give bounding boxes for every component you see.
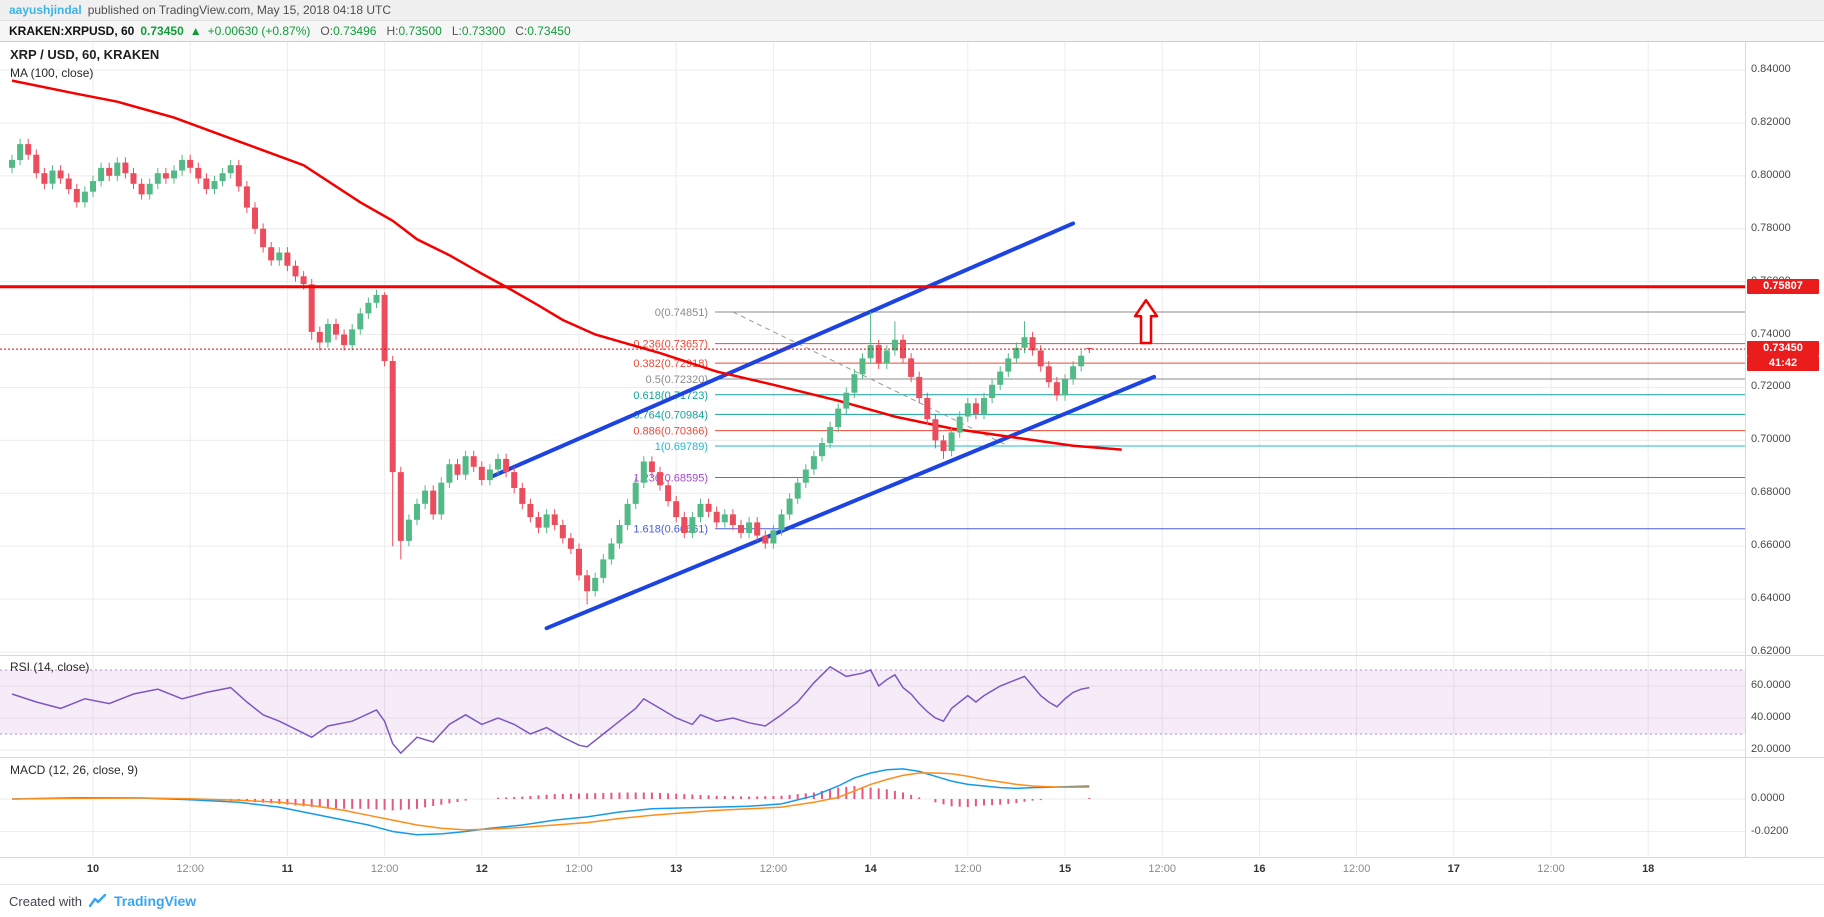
time-label: 12:00 <box>954 863 982 875</box>
time-label: 16 <box>1253 863 1266 875</box>
candlestick-series <box>9 138 1093 605</box>
time-label: 15 <box>1058 863 1072 875</box>
axis-label: 0.68000 <box>1751 486 1791 499</box>
axis-label: 20.0000 <box>1751 743 1791 755</box>
time-axis[interactable]: 10 12:00 11 12:00 12 12:00 13 12:00 14 12:00 15 12:… <box>0 858 1745 883</box>
axis-label: 0.70000 <box>1751 433 1791 446</box>
time-label: 12:00 <box>565 863 593 875</box>
chart-legend: XRP / USD, 60, KRAKEN MA (100, close) <box>10 47 159 80</box>
ohlc-high: H:0.73500 <box>386 24 442 38</box>
axis-label: 0.80000 <box>1751 168 1791 181</box>
time-label: 14 <box>864 863 877 875</box>
price-axis[interactable]: 0.75807 0.73450 41:42 0.84000 0.82000 0.80… <box>1745 42 1824 857</box>
axis-label: 40.0000 <box>1751 711 1791 723</box>
svg-text:0.618(0.71723): 0.618(0.71723) <box>633 390 708 402</box>
publication-bar: aayushjindal published on TradingView.co… <box>0 0 1824 21</box>
time-label: 13 <box>670 863 683 875</box>
axis-label: 0.66000 <box>1751 539 1791 552</box>
axis-label: 0.62000 <box>1751 644 1791 657</box>
price-change: +0.00630 (+0.87%) <box>207 24 311 38</box>
macd-histogram <box>189 786 1091 811</box>
pane-separator[interactable] <box>0 757 1824 758</box>
main-chart-canvas[interactable]: 0(0.74851) 0.236(0.73657) 0.382(0.72918) 0.… <box>0 42 1745 655</box>
macd-grid <box>0 759 1745 856</box>
axis-label: 0.64000 <box>1751 592 1791 605</box>
footer: Created with TradingView <box>0 884 1824 917</box>
axis-label: 0.72000 <box>1751 380 1791 393</box>
axis-label: 0.78000 <box>1751 221 1791 234</box>
time-label: 12:00 <box>759 863 788 875</box>
rsi-pane-canvas[interactable] <box>0 656 1745 756</box>
main-grid <box>0 42 1745 655</box>
ohlc-open: O:0.73496 <box>320 24 377 38</box>
rsi-grid <box>0 656 1745 756</box>
published-text: published on TradingView.com, May 15, 20… <box>87 3 391 17</box>
time-label: 12:00 <box>1342 863 1371 875</box>
candle-countdown: 41:42 <box>1747 356 1819 371</box>
up-arrow-annotation[interactable] <box>1133 298 1159 345</box>
macd-legend[interactable]: MACD (12, 26, close, 9) <box>10 763 139 777</box>
svg-text:0.236(0.73657): 0.236(0.73657) <box>633 339 708 351</box>
svg-text:0.886(0.70366): 0.886(0.70366) <box>633 426 708 438</box>
pane-separator[interactable] <box>0 655 1824 656</box>
time-label: 12:00 <box>176 863 204 875</box>
ohlc-low: L:0.73300 <box>451 24 506 38</box>
ma-legend[interactable]: MA (100, close) <box>10 66 94 80</box>
created-with-text: Created with <box>9 893 82 909</box>
macd-line[interactable] <box>11 768 1090 836</box>
svg-text:0.5(0.72320): 0.5(0.72320) <box>646 374 708 386</box>
svg-text:1(0.69789): 1(0.69789) <box>655 441 708 453</box>
macd-signal-line[interactable] <box>11 772 1090 831</box>
rsi-line[interactable] <box>11 665 1090 755</box>
price-label-last: 0.73450 <box>1747 341 1819 356</box>
axis-label: 0.82000 <box>1751 115 1791 128</box>
time-label: 18 <box>1642 863 1655 875</box>
ma100-line[interactable] <box>11 79 1122 451</box>
svg-text:0.382(0.72918): 0.382(0.72918) <box>633 358 708 370</box>
tradingview-logo[interactable] <box>88 894 107 908</box>
pane-separator <box>0 857 1824 858</box>
axis-label: 0.84000 <box>1751 63 1791 75</box>
rsi-legend[interactable]: RSI (14, close) <box>10 660 90 674</box>
last-price-value: 0.73450 <box>140 24 184 38</box>
axis-label: 0.74000 <box>1751 327 1791 340</box>
svg-text:1.618(0.66661): 1.618(0.66661) <box>633 524 708 536</box>
time-label: 12:00 <box>1148 863 1176 875</box>
time-label: 17 <box>1447 863 1460 875</box>
time-label: 10 <box>86 863 100 875</box>
axis-label: 60.0000 <box>1751 679 1791 691</box>
time-label: 12:00 <box>1537 863 1565 875</box>
axis-label: -0.0200 <box>1751 824 1789 837</box>
svg-text:0(0.74851): 0(0.74851) <box>655 307 708 319</box>
author-link[interactable]: aayushjindal <box>9 3 82 17</box>
svg-text:0.764(0.70984): 0.764(0.70984) <box>633 409 708 421</box>
symbol-name[interactable]: KRAKEN:XRPUSD, 60 <box>9 24 135 38</box>
time-label: 12:00 <box>370 863 399 875</box>
macd-pane-canvas[interactable] <box>0 759 1745 856</box>
rsi-band <box>0 670 1745 734</box>
axis-border <box>1745 42 1746 858</box>
symbol-title[interactable]: XRP / USD, 60, KRAKEN <box>10 47 160 62</box>
price-label-resistance: 0.75807 <box>1747 279 1819 294</box>
trend-channel[interactable] <box>487 221 1157 631</box>
axis-label: 0.0000 <box>1751 792 1785 804</box>
up-triangle-icon: ▲ <box>189 24 202 38</box>
ticker-bar: KRAKEN:XRPUSD, 60 0.73450 ▲ +0.00630 (+0… <box>0 21 1824 42</box>
time-label: 11 <box>281 863 294 875</box>
time-label: 12 <box>475 863 488 875</box>
ohlc-close: C:0.73450 <box>515 24 571 38</box>
tradingview-brand-link[interactable]: TradingView <box>113 893 197 909</box>
